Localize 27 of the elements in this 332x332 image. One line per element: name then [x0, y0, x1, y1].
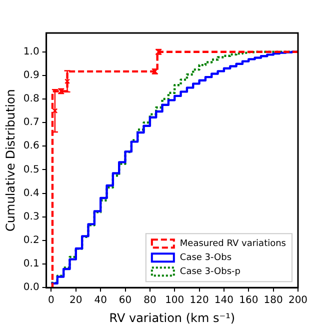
x-tick-label: 100	[165, 295, 184, 306]
x-axis-title: RV variation (km s⁻¹)	[109, 310, 236, 325]
y-tick-label: 1.0	[23, 46, 40, 58]
y-tick-label: 0.9	[23, 70, 40, 82]
x-tick-label: 200	[288, 295, 308, 306]
legend-label: Case 3-Obs	[180, 252, 232, 263]
x-tick-label: 60	[118, 295, 132, 306]
x-tick-label: 0	[48, 295, 54, 306]
x-tick-label: 80	[144, 295, 156, 306]
y-tick-label: 0.3	[23, 211, 40, 222]
y-tick-label: 0.1	[23, 258, 40, 270]
x-tick-label: 140	[214, 295, 234, 306]
x-tick-label: 40	[94, 295, 107, 306]
y-tick-label: 0.8	[23, 94, 40, 105]
y-axis-title: Cumulative Distribution	[3, 89, 18, 232]
legend-label: Case 3-Obs-p	[180, 266, 241, 277]
x-tick-label: 160	[239, 295, 258, 306]
y-tick-label: 0.6	[23, 140, 40, 152]
y-tick-label: 0.4	[23, 188, 40, 199]
legend-label: Measured RV variations	[180, 238, 286, 249]
x-tick-label: 180	[264, 295, 283, 306]
y-tick-label: 0.0	[23, 282, 40, 294]
x-tick-label: 120	[190, 295, 209, 306]
y-tick-label: 0.5	[23, 164, 40, 176]
y-tick-label: 0.7	[23, 117, 40, 128]
x-tick-label: 20	[70, 295, 82, 306]
y-tick-label: 0.2	[23, 235, 40, 246]
